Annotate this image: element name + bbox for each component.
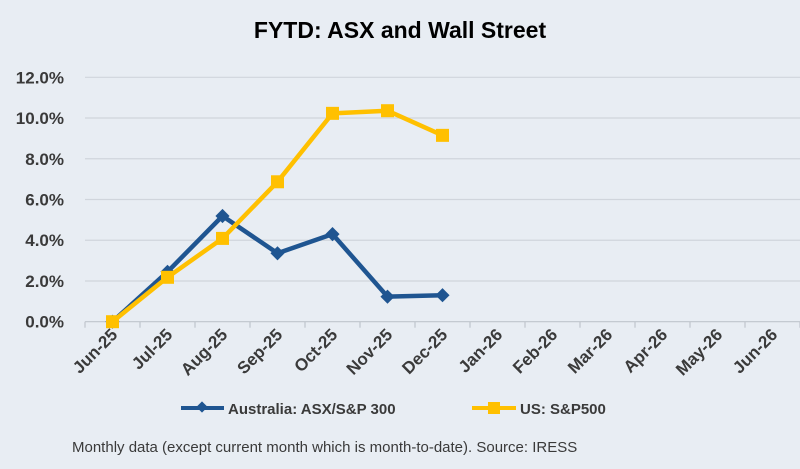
x-tick-label: Jul-25 [128,325,176,373]
series-line [110,213,443,324]
data-point-square [326,106,339,120]
x-tick-label: Nov-25 [343,325,397,379]
y-tick-label: 6.0% [25,191,64,210]
y-axis-ticks: 0.0% 2.0% 4.0% 6.0% 8.0% 10.0% 12.0% [16,68,64,331]
gridlines [85,76,800,323]
chart-title: FYTD: ASX and Wall Street [254,17,547,43]
x-tick-label: Oct-25 [290,325,341,376]
data-point-square [436,128,449,142]
legend-item-us: US: S&P500 [472,401,606,418]
legend-label-australia: Australia: ASX/S&P 300 [228,401,396,418]
x-tick-label: Aug-25 [177,325,231,379]
x-tick-label: Jun-25 [69,325,121,377]
legend: Australia: ASX/S&P 300 US: S&P500 [181,401,606,418]
data-point-square [271,175,284,189]
data-point-diamond [380,289,395,304]
data-point-diamond [435,288,450,303]
series-australia [105,208,450,329]
data-point-square [161,270,174,284]
footnote: Monthly data (except current month which… [72,439,577,456]
data-point-diamond [270,246,285,261]
data-point-diamond [325,227,340,242]
legend-item-australia: Australia: ASX/S&P 300 [181,401,396,418]
series-line [111,108,444,324]
data-point-square [106,315,119,329]
y-tick-label: 12.0% [16,68,64,87]
y-tick-label: 2.0% [25,272,64,291]
x-tick-label: Apr-26 [620,325,672,377]
x-tick-label: Jun-26 [729,325,781,377]
y-tick-label: 0.0% [25,313,64,332]
y-tick-label: 4.0% [25,231,64,250]
diamond-marker-icon [196,401,208,413]
square-marker-icon [488,402,500,414]
series-group [105,104,450,329]
x-tick-label: Mar-26 [564,325,616,377]
x-tick-label: Dec-25 [398,325,451,378]
x-tick-label: Jan-26 [455,325,507,377]
y-tick-label: 10.0% [16,109,64,128]
y-tick-label: 8.0% [25,150,64,169]
x-tick-label: May-26 [672,325,726,379]
x-tick-label: Sep-25 [233,325,286,378]
legend-label-us: US: S&P500 [520,401,606,418]
series-us [106,104,449,329]
data-point-diamond [215,208,230,224]
data-point-square [381,104,394,118]
x-axis: Jun-25 Jul-25 Aug-25 Sep-25 Oct-25 Nov-25 Dec-… [69,321,800,379]
x-tick-label: Feb-26 [509,325,561,377]
data-point-square [216,231,229,245]
